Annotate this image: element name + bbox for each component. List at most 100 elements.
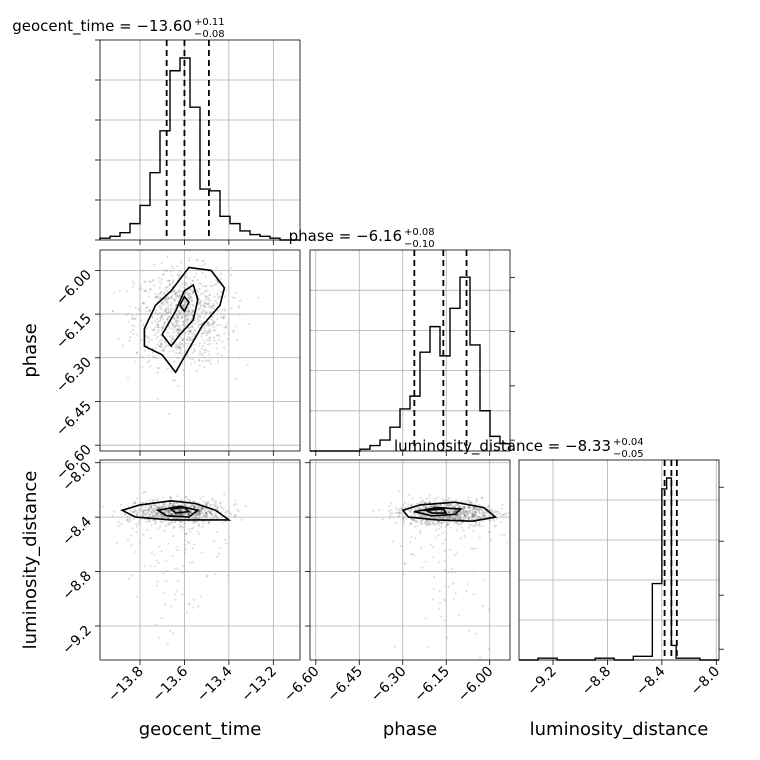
sample-point xyxy=(178,509,182,512)
sample-point xyxy=(153,328,156,331)
sample-point xyxy=(161,506,164,509)
sample-point xyxy=(229,513,232,516)
sample-point xyxy=(181,513,184,517)
sample-point xyxy=(140,505,143,508)
sample-point xyxy=(161,505,164,508)
sample-point xyxy=(148,288,151,291)
sample-point xyxy=(178,513,181,517)
sample-point xyxy=(133,325,136,328)
sample-point xyxy=(166,510,169,513)
sample-point xyxy=(170,304,173,307)
sample-point xyxy=(173,525,176,528)
sample-point xyxy=(461,512,464,516)
sample-point xyxy=(134,306,137,309)
sample-point xyxy=(474,521,477,524)
sample-point xyxy=(440,615,443,618)
histogram-geocent_time xyxy=(99,57,300,241)
sample-point xyxy=(474,513,477,516)
sample-point xyxy=(437,496,440,499)
x-tick-label: −8.0 xyxy=(688,664,723,699)
sample-point xyxy=(151,279,154,282)
sample-point xyxy=(216,334,219,337)
sample-point xyxy=(179,517,182,520)
sample-point xyxy=(140,514,143,517)
sample-point xyxy=(421,519,424,522)
sample-point xyxy=(214,300,217,303)
sample-point xyxy=(172,316,175,319)
sample-point xyxy=(166,286,169,289)
sample-point xyxy=(169,496,172,499)
sample-point xyxy=(127,505,130,508)
sample-point xyxy=(202,285,205,288)
sample-point xyxy=(426,506,429,509)
sample-point xyxy=(202,332,205,335)
sample-point xyxy=(222,346,225,349)
sample-point xyxy=(171,555,174,558)
sample-point xyxy=(462,507,465,510)
sample-point xyxy=(131,574,134,577)
sample-point xyxy=(195,258,198,261)
sample-point xyxy=(225,323,228,327)
sample-point xyxy=(208,358,212,361)
sample-point xyxy=(170,369,173,372)
sample-point xyxy=(178,508,182,511)
sample-point xyxy=(177,291,180,294)
sample-point xyxy=(130,317,133,320)
sample-point xyxy=(478,524,481,527)
sample-point xyxy=(188,357,192,360)
sample-point xyxy=(191,299,194,302)
sample-point xyxy=(197,324,200,327)
sample-point xyxy=(469,509,472,512)
sample-point xyxy=(145,310,148,313)
sample-point xyxy=(164,511,167,514)
sample-point xyxy=(444,549,447,553)
sample-point xyxy=(232,330,235,334)
sample-point xyxy=(175,304,178,307)
sample-point xyxy=(160,315,163,318)
sample-point xyxy=(471,514,474,518)
sample-point xyxy=(194,272,198,275)
sample-point xyxy=(186,284,189,287)
sample-point xyxy=(165,317,169,320)
sample-point xyxy=(216,324,219,327)
sample-point xyxy=(156,317,159,321)
sample-point xyxy=(224,520,227,523)
sample-point xyxy=(201,507,204,510)
sample-point xyxy=(162,349,166,352)
sample-point xyxy=(493,509,496,512)
sample-point xyxy=(439,503,442,506)
sample-point xyxy=(200,311,204,314)
sample-point xyxy=(180,343,183,346)
sample-point xyxy=(211,497,214,500)
sample-point xyxy=(131,527,134,530)
sample-point xyxy=(209,504,212,507)
contour-middle xyxy=(155,505,200,518)
sample-point xyxy=(181,526,184,529)
sample-point xyxy=(438,521,441,524)
sample-point xyxy=(210,324,213,327)
sample-point xyxy=(209,512,212,515)
sample-point xyxy=(160,342,163,345)
sample-point xyxy=(135,351,138,354)
sample-point xyxy=(197,513,200,516)
sample-point xyxy=(463,506,466,509)
sample-point xyxy=(157,506,160,509)
sample-point xyxy=(167,542,170,546)
sample-point xyxy=(210,509,213,512)
sample-point xyxy=(129,517,132,520)
sample-point xyxy=(129,509,132,512)
sample-point xyxy=(432,521,435,524)
sample-point xyxy=(454,504,457,507)
sample-point xyxy=(198,511,201,514)
sample-point xyxy=(490,510,493,513)
sample-point xyxy=(170,497,173,500)
sample-point xyxy=(483,511,486,515)
param-title-plus: +0.11 xyxy=(194,17,225,28)
sample-point xyxy=(157,512,160,515)
sample-point xyxy=(202,300,205,303)
sample-point xyxy=(459,517,463,520)
sample-point xyxy=(206,322,210,325)
sample-point xyxy=(433,505,436,508)
sample-point xyxy=(203,365,206,369)
sample-point xyxy=(175,296,178,299)
